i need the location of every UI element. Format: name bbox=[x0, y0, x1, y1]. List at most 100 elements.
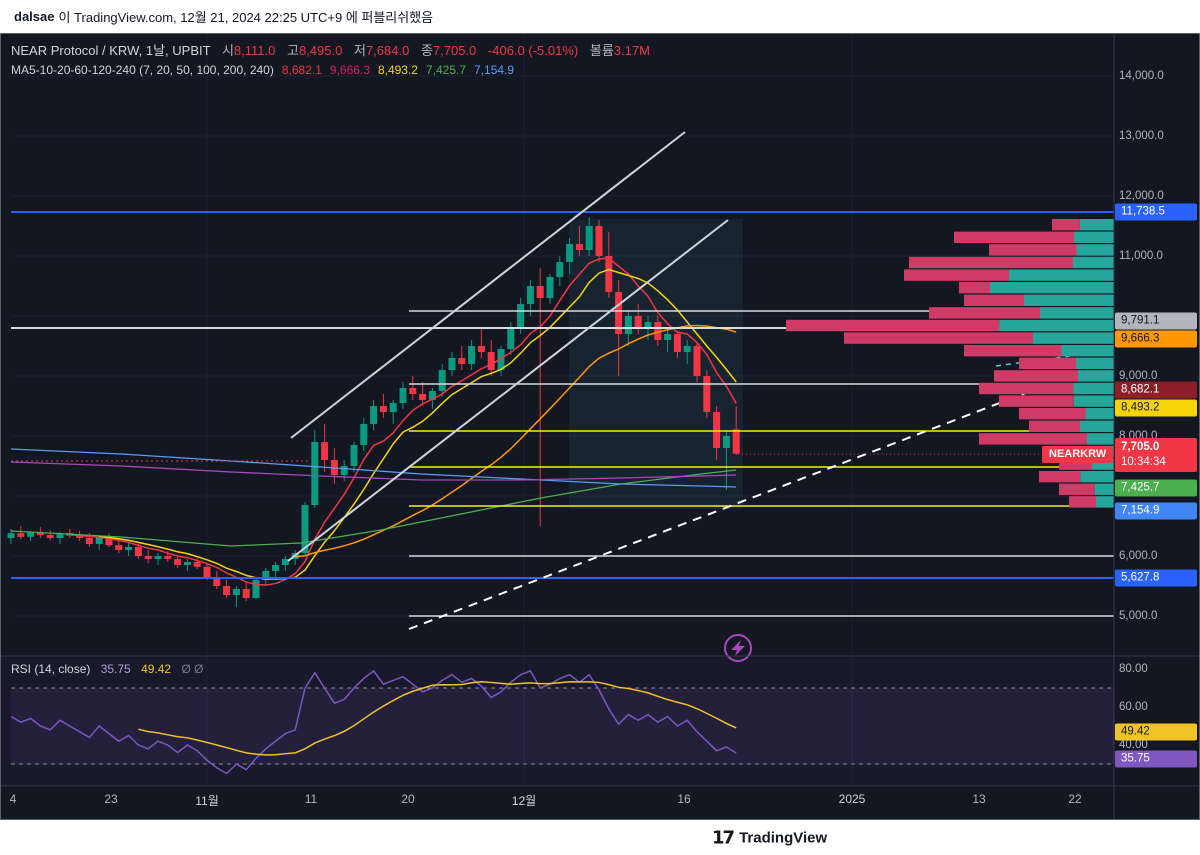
lightning-bolt bbox=[731, 640, 745, 656]
volume-profile-sell bbox=[786, 319, 1000, 332]
volume-profile-sell bbox=[954, 231, 1074, 243]
volume-profile-sell bbox=[979, 382, 1074, 395]
candle-body bbox=[85, 538, 93, 544]
volume-profile-buy bbox=[1040, 307, 1114, 319]
volume-profile-buy bbox=[1033, 332, 1114, 344]
volume-value: 3.17M bbox=[613, 43, 650, 58]
last-price-symbol-chip: NEARKRW bbox=[1042, 446, 1114, 463]
candle-body bbox=[595, 226, 603, 256]
candle-body bbox=[27, 532, 35, 537]
volume-profile-sell bbox=[994, 370, 1078, 382]
candle-body bbox=[125, 547, 133, 550]
candle-body bbox=[409, 388, 417, 394]
channel-line bbox=[287, 219, 729, 562]
candle-body bbox=[321, 442, 329, 460]
last-price-symbol: NEARKRW bbox=[1049, 448, 1107, 460]
ma-line bbox=[69, 257, 737, 586]
legend-row-ma: MA5-10-20-60-120-240 (7, 20, 50, 100, 20… bbox=[11, 63, 650, 77]
candle-body bbox=[703, 376, 711, 412]
ma-line-ma100 bbox=[10, 469, 737, 547]
candle-body bbox=[683, 346, 691, 352]
candle-body bbox=[673, 334, 681, 352]
candle-body bbox=[536, 286, 544, 298]
volume-profile-buy bbox=[1009, 269, 1114, 281]
candle-body bbox=[399, 388, 407, 403]
candle-body bbox=[507, 328, 515, 349]
ma-line-ma240 bbox=[10, 448, 737, 488]
volume-profile-sell bbox=[1059, 483, 1095, 495]
candle-body bbox=[340, 466, 348, 475]
rsi-title: RSI (14, close) bbox=[11, 662, 91, 676]
volume-profile-buy bbox=[1073, 256, 1114, 269]
volume-profile-buy bbox=[990, 282, 1114, 294]
candle-body bbox=[477, 346, 485, 352]
rsi-value: 35.75 bbox=[100, 662, 131, 676]
candle-body bbox=[389, 403, 397, 412]
candle-body bbox=[585, 226, 593, 250]
candle-body bbox=[311, 442, 319, 505]
ma-value: 8,682.1 bbox=[281, 63, 322, 77]
candle-body bbox=[664, 334, 672, 340]
candle-body bbox=[134, 547, 142, 556]
candle-body bbox=[262, 571, 270, 580]
price-chart-canvas[interactable] bbox=[1, 34, 1199, 819]
volume-profile-buy bbox=[1074, 231, 1114, 243]
ma-values: 8,682.1 9,666.3 8,493.2 7,425.7 7,154.9 bbox=[274, 63, 514, 77]
rsi-legend: RSI (14, close) 35.75 49.42 Ø Ø bbox=[11, 662, 203, 676]
tradingview-brand-text: TradingView bbox=[739, 829, 828, 846]
candle-body bbox=[497, 349, 505, 370]
candle-body bbox=[281, 559, 289, 565]
candle-body bbox=[154, 556, 162, 559]
volume-profile-sell bbox=[1019, 357, 1076, 369]
tradingview-logo-link[interactable]: 17 TradingView bbox=[712, 827, 827, 848]
ma-line bbox=[295, 324, 737, 558]
volume-profile-buy bbox=[1092, 458, 1114, 470]
candle-body bbox=[232, 589, 240, 595]
close-label: 종 bbox=[420, 43, 433, 58]
low-label: 저 bbox=[353, 43, 366, 58]
rsi-band-fill bbox=[11, 688, 1114, 764]
candle-body bbox=[379, 406, 387, 412]
volume-profile-sell bbox=[844, 332, 1033, 344]
candle-body bbox=[487, 352, 495, 370]
volume-profile-buy bbox=[1096, 496, 1114, 508]
candle-body bbox=[46, 535, 54, 538]
volume-profile-buy bbox=[1079, 219, 1114, 231]
candle-body bbox=[566, 244, 574, 262]
volume-profile-buy bbox=[1073, 395, 1114, 407]
last-price-badge: 7,705.0 10:34:34 bbox=[1115, 438, 1197, 472]
volume-profile-buy bbox=[999, 319, 1114, 332]
candle-body bbox=[115, 545, 123, 550]
volume-profile-buy bbox=[1080, 420, 1114, 432]
volume-profile-buy bbox=[1076, 244, 1114, 256]
candle-body bbox=[272, 565, 280, 571]
candle-body bbox=[223, 586, 231, 595]
volume-profile-buy bbox=[1087, 433, 1114, 445]
volume-profile-buy bbox=[1024, 294, 1114, 306]
bar-countdown: 10:34:34 bbox=[1121, 456, 1166, 468]
candle-body bbox=[164, 556, 172, 559]
candle-body bbox=[419, 394, 427, 400]
legend-row-main: NEAR Protocol / KRW, 1날, UPBIT 시8,111.0 … bbox=[11, 40, 650, 59]
volume-profile-buy bbox=[1080, 471, 1114, 483]
volume-profile-buy bbox=[1061, 345, 1114, 357]
ma-value: 7,154.9 bbox=[474, 63, 515, 77]
volume-profile-buy bbox=[1076, 357, 1114, 369]
open-value: 8,111.0 bbox=[233, 43, 276, 58]
volume-profile-buy bbox=[1094, 483, 1114, 495]
candle-body bbox=[575, 244, 583, 250]
candle-body bbox=[370, 406, 378, 424]
publish-info-text: 이 TradingView.com, 12월 21, 2024 22:25 UT… bbox=[58, 10, 434, 25]
ma-value: 7,425.7 bbox=[425, 63, 467, 77]
candle-body bbox=[732, 429, 740, 454]
candle-body bbox=[360, 424, 368, 445]
change-value: -406.0 (-5.01%) bbox=[487, 43, 579, 58]
candle-body bbox=[350, 445, 358, 466]
candle-body bbox=[56, 533, 64, 538]
ma-line-ma200 bbox=[10, 461, 737, 481]
candle-body bbox=[517, 304, 525, 328]
candle-body bbox=[624, 316, 632, 334]
last-price-value: 7,705.0 bbox=[1121, 441, 1160, 453]
volume-profile-sell bbox=[1069, 496, 1096, 508]
selection-box bbox=[569, 219, 743, 509]
